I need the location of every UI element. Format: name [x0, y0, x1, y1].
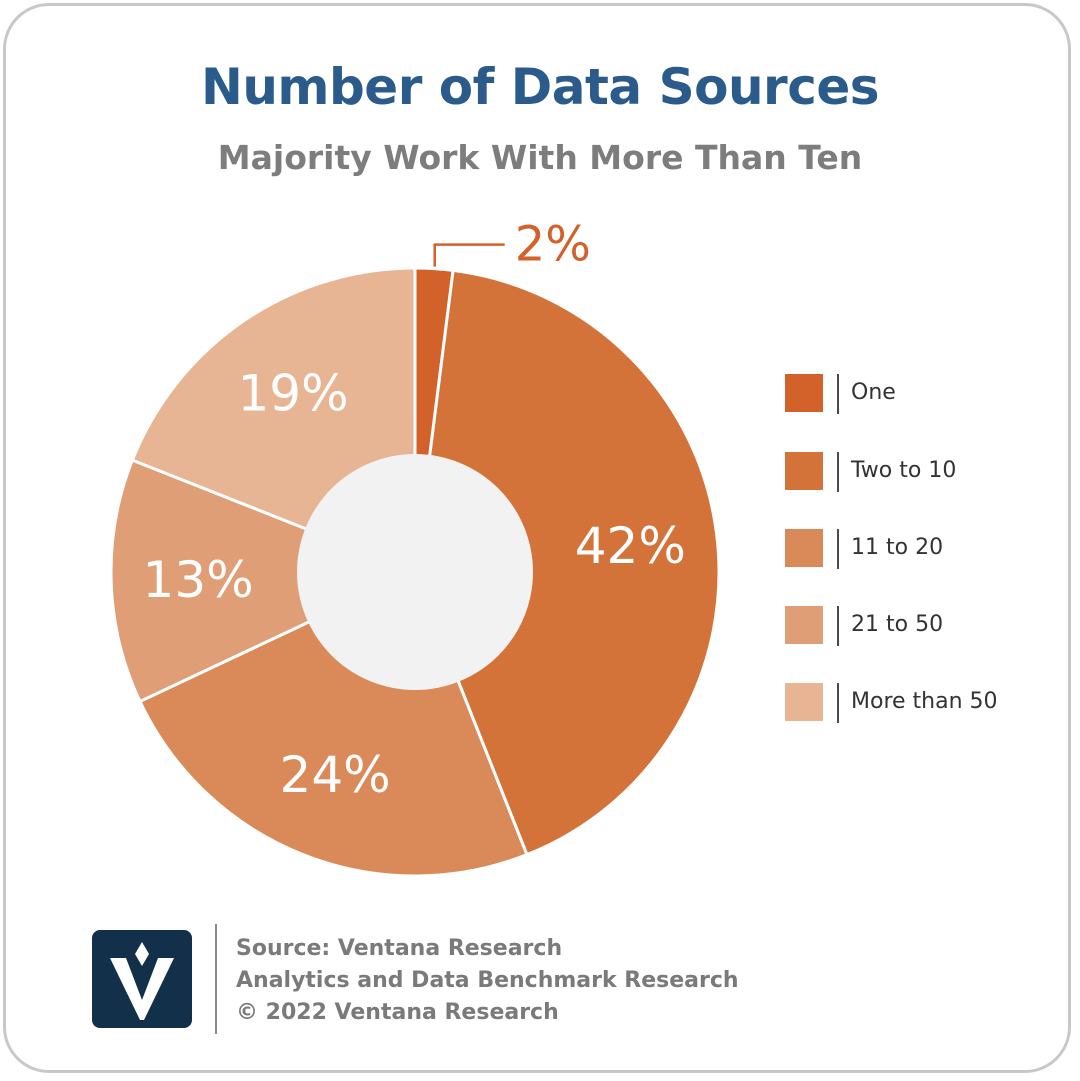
chart-title: Number of Data Sources: [200, 58, 880, 116]
slice-label-11-to-20: 24%: [280, 746, 391, 804]
legend-item-21-to-50: 21 to 50: [785, 606, 1045, 646]
legend-item-one: One: [785, 374, 1045, 414]
legend-item-more-than-50: More than 50: [785, 683, 1045, 723]
legend-item-two-to-10: Two to 10: [785, 452, 1045, 492]
slice-label-two-to-10: 42%: [575, 517, 686, 575]
legend-item-11-to-20: 11 to 20: [785, 529, 1045, 569]
footer-copyright: © 2022 Ventana Research: [236, 1000, 559, 1025]
legend-swatch: [785, 374, 823, 412]
legend-separator: [837, 529, 839, 569]
ventana-v-logo-icon: [110, 942, 174, 1020]
legend-separator: [837, 683, 839, 723]
legend-label: Two to 10: [851, 458, 957, 483]
slice-label-21-to-50: 13%: [143, 551, 254, 609]
chart-subtitle: Majority Work With More Than Ten: [217, 138, 863, 177]
legend-label: One: [851, 380, 896, 405]
donut-hole: [297, 454, 533, 690]
legend-swatch: [785, 606, 823, 644]
legend-swatch: [785, 683, 823, 721]
donut-slices: [109, 266, 721, 878]
callout-line: [433, 243, 505, 267]
legend-separator: [837, 374, 839, 414]
slice-label-one: 2%: [515, 217, 591, 273]
legend-swatch: [785, 452, 823, 490]
legend-swatch: [785, 529, 823, 567]
legend-separator: [837, 452, 839, 492]
slice-label-more-than-50: 19%: [237, 365, 348, 423]
footer-source: Source: Ventana Research: [236, 936, 563, 961]
slice-21-to-50: [109, 458, 419, 704]
legend-label: 11 to 20: [851, 535, 944, 560]
slice-two-to-10: [413, 268, 721, 857]
legend-label: 21 to 50: [851, 612, 944, 637]
slice-labels: 2% 42% 24% 13% 19%: [143, 217, 686, 804]
footer-study: Analytics and Data Benchmark Research: [236, 968, 739, 993]
footer-separator: [215, 924, 217, 1034]
legend-label: More than 50: [851, 689, 998, 714]
legend-separator: [837, 606, 839, 646]
ventana-logo: [92, 930, 192, 1028]
